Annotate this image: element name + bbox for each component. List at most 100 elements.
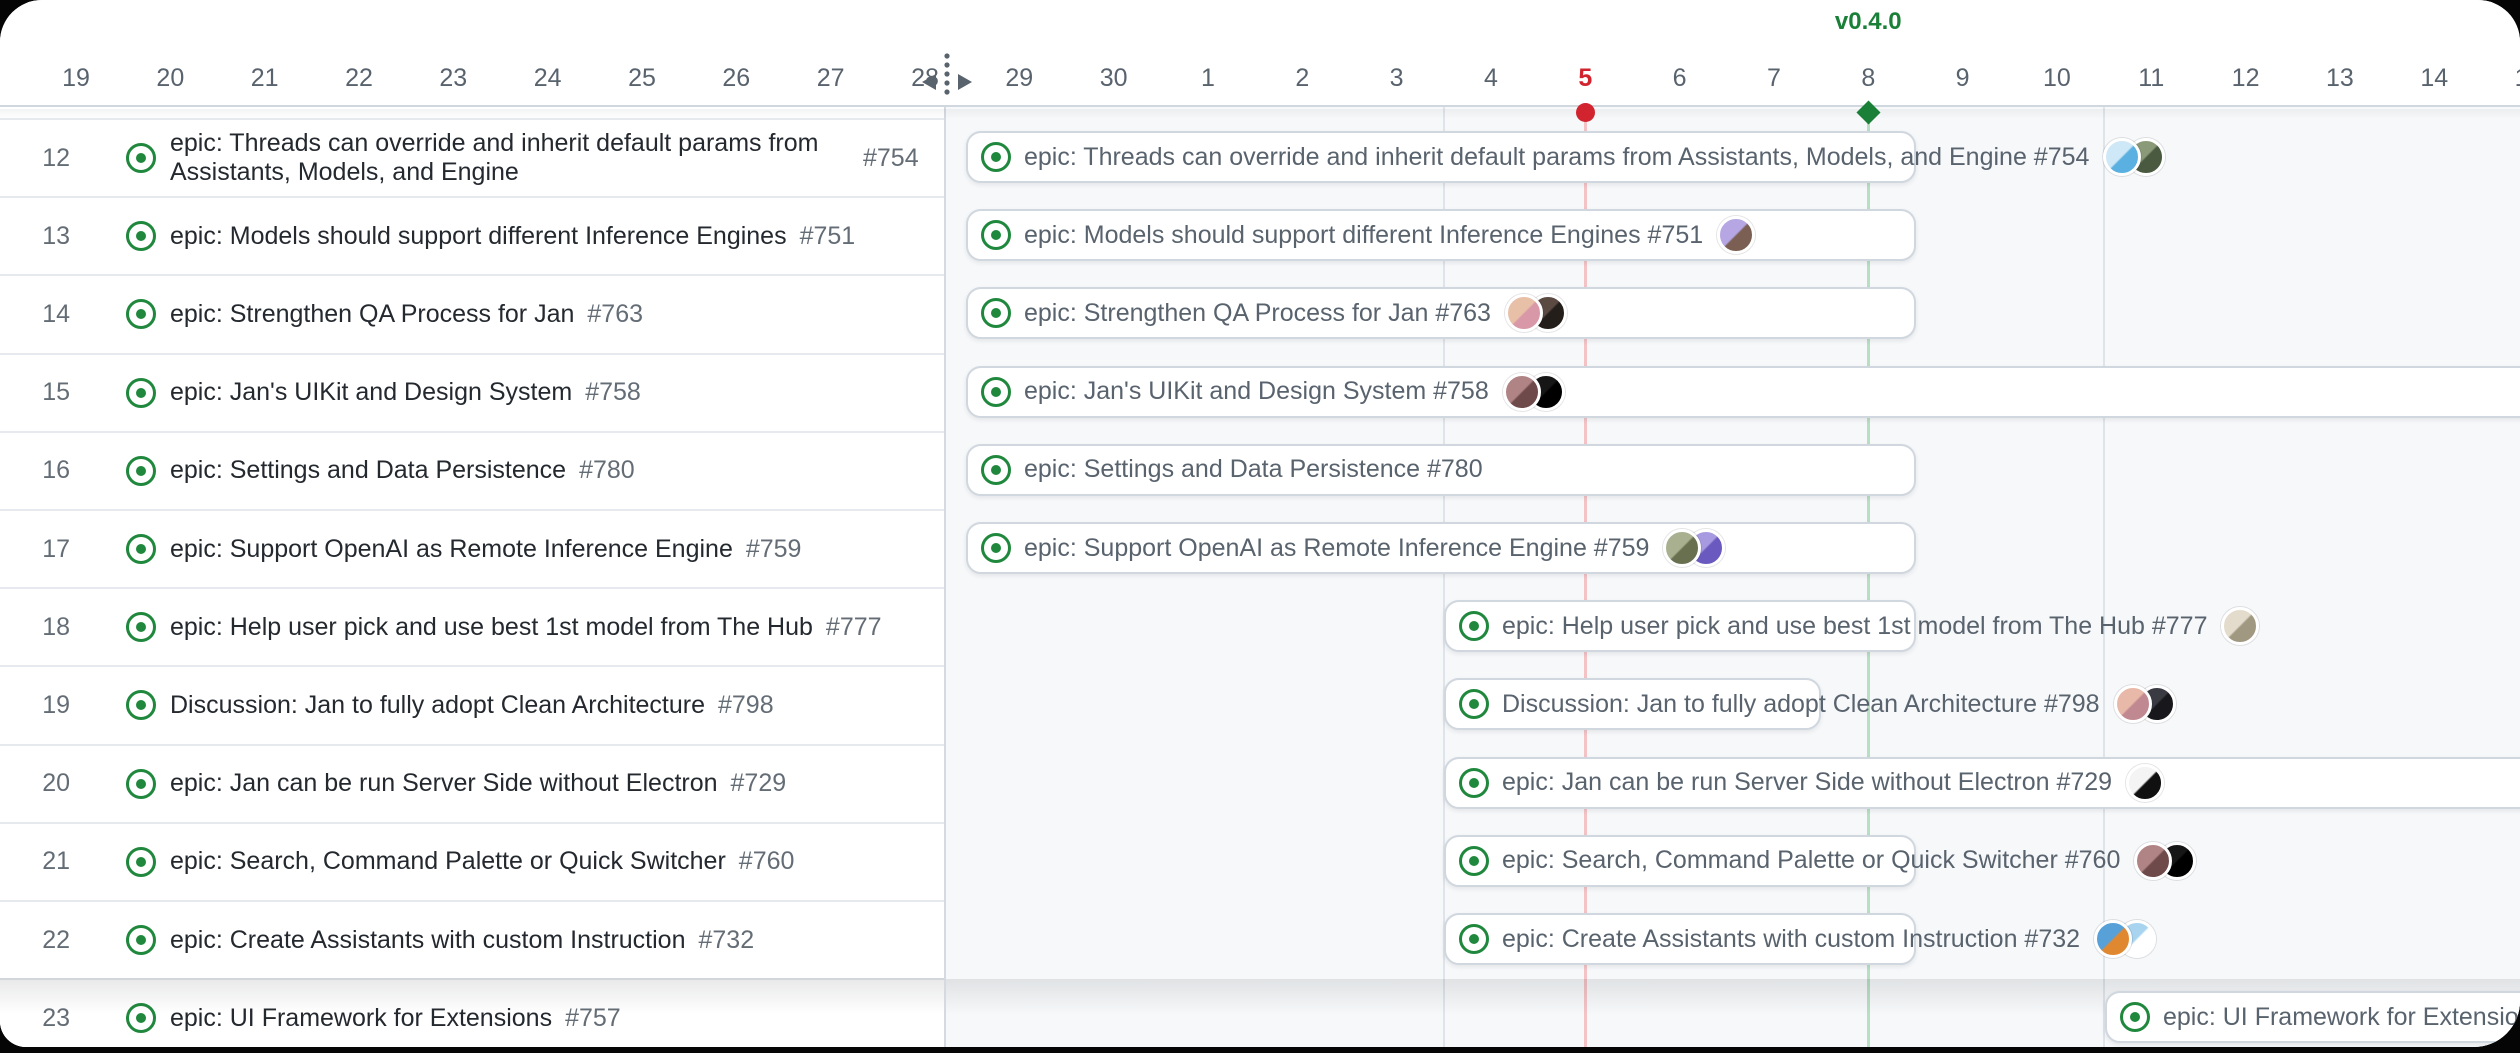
column-resize-handle-icon[interactable]	[912, 52, 982, 100]
date-label: 6	[1672, 64, 1687, 92]
open-issue-icon	[126, 534, 156, 565]
timeline-bar-content: epic: Jan can be run Server Side without…	[1459, 757, 2165, 809]
timeline-bar-content: epic: Jan's UIKit and Design System #758	[981, 366, 1565, 418]
table-row[interactable]: 23 epic: UI Framework for Extensions #757	[0, 978, 946, 1047]
timeline-bar-content: epic: Models should support different In…	[981, 209, 1756, 261]
timeline-bar[interactable]	[966, 522, 1916, 574]
timeline-bar-title: epic: Settings and Data Persistence #780	[1024, 455, 1483, 484]
timeline-bar[interactable]	[1444, 600, 1916, 653]
row-number: 14	[42, 299, 70, 328]
table-row[interactable]: 19 Discussion: Jan to fully adopt Clean A…	[0, 665, 946, 744]
table-row[interactable]: 20 epic: Jan can be run Server Side witho…	[0, 743, 946, 822]
week-gridline	[2103, 107, 2106, 1047]
issue-title[interactable]: epic: Search, Command Palette or Quick S…	[170, 847, 726, 876]
timeline-bar[interactable]	[966, 131, 1916, 183]
avatar-pixel-blue	[2103, 138, 2142, 176]
avatar-cat-photo	[1663, 529, 1702, 567]
avatar-cartoon	[2113, 685, 2152, 724]
table-row[interactable]: 13 epic: Models should support different …	[0, 196, 946, 275]
open-issue-icon	[981, 376, 1011, 407]
open-issue-icon	[981, 142, 1011, 172]
issue-title[interactable]: epic: Strengthen QA Process for Jan	[170, 299, 575, 328]
issue-title[interactable]: epic: Models should support different In…	[170, 221, 787, 250]
timeline-bar-content: Discussion: Jan to fully adopt Clean Arc…	[1459, 678, 2176, 730]
timeline-bar[interactable]	[966, 287, 1916, 340]
table-row[interactable]: 17 epic: Support OpenAI as Remote Inferen…	[0, 509, 946, 588]
issue-title[interactable]: Discussion: Jan to fully adopt Clean Arc…	[170, 690, 705, 719]
date-label: 23	[439, 64, 468, 92]
timeline-bar-title: Discussion: Jan to fully adopt Clean Arc…	[1502, 689, 2100, 718]
avatar-stack	[2126, 763, 2165, 802]
issue-number: #759	[745, 534, 802, 563]
date-label: 9	[1955, 64, 1970, 92]
date-label: 29	[1005, 64, 1034, 92]
timeline-bar[interactable]	[966, 209, 1916, 262]
table-row[interactable]: 15 epic: Jan's UIKit and Design System #75…	[0, 352, 946, 431]
issue-title[interactable]: epic: UI Framework for Extensions	[170, 1003, 553, 1032]
open-issue-icon	[126, 377, 156, 408]
avatar-logo-script	[2126, 763, 2165, 802]
issue-title[interactable]: epic: Threads can override and inherit d…	[170, 129, 819, 187]
issue-title[interactable]: epic: Jan's UIKit and Design System	[170, 378, 573, 407]
issue-title[interactable]: epic: Help user pick and use best 1st mo…	[170, 612, 813, 641]
timeline-bar-title: epic: Strengthen QA Process for Jan #763	[1024, 298, 1491, 327]
table-row[interactable]: 22 epic: Create Assistants with custom In…	[0, 900, 946, 979]
open-issue-icon	[126, 925, 156, 956]
issue-title[interactable]: epic: Settings and Data Persistence	[170, 456, 567, 485]
timeline-bar[interactable]	[1444, 678, 1821, 731]
avatar-cartoon	[1504, 294, 1543, 333]
timeline-bar[interactable]	[966, 443, 1916, 496]
issue-number: #763	[587, 299, 644, 328]
issue-title[interactable]: epic: Create Assistants with custom Inst…	[170, 925, 686, 954]
date-label: 14	[2420, 64, 2449, 92]
timeline-bar-title: epic: Jan can be run Server Side without…	[1502, 768, 2113, 797]
open-issue-icon	[126, 768, 156, 799]
avatar-stack	[1502, 372, 1565, 411]
avatar-person-purple	[1717, 216, 1756, 255]
issue-number: #798	[718, 690, 774, 719]
open-issue-icon	[126, 846, 156, 877]
issue-number: #757	[565, 1003, 621, 1032]
date-label: 20	[156, 64, 185, 92]
avatar-stack	[2221, 607, 2260, 646]
issues-table-panel: 12 epic: Threads can override and inherit…	[0, 107, 946, 1047]
table-row[interactable]: 12 epic: Threads can override and inherit…	[0, 118, 946, 197]
issue-title[interactable]: epic: Support OpenAI as Remote Inference…	[170, 534, 733, 563]
avatar-eye-pink	[2134, 841, 2173, 880]
date-label: 1	[1201, 64, 1215, 92]
timeline-bar[interactable]	[1444, 834, 1916, 887]
timeline-bar[interactable]	[1444, 756, 2520, 809]
timeline-bar-title: epic: Create Assistants with custom Inst…	[1502, 924, 2081, 953]
open-issue-icon	[1459, 767, 1489, 798]
avatar-stack	[1504, 294, 1567, 333]
row-number: 13	[42, 221, 70, 250]
timeline-bar[interactable]	[966, 365, 2520, 418]
table-row[interactable]: 18 epic: Help user pick and use best 1st …	[0, 587, 946, 666]
issue-title[interactable]: epic: Jan can be run Server Side without…	[170, 769, 718, 798]
timeline-bar-title: epic: Help user pick and use best 1st mo…	[1502, 611, 2208, 640]
open-issue-icon	[2120, 1002, 2150, 1033]
date-label: 22	[345, 64, 373, 92]
table-row[interactable]: 14 epic: Strengthen QA Process for Jan #76…	[0, 274, 946, 353]
date-label-today: 5	[1578, 64, 1593, 92]
issue-number: #777	[825, 612, 882, 641]
timeline-bar[interactable]	[1444, 913, 1916, 965]
date-label: 25	[628, 64, 656, 92]
issue-number: #732	[698, 925, 755, 954]
open-issue-icon	[126, 143, 156, 174]
row-number: 22	[42, 925, 70, 954]
timeline-bar-content: epic: Settings and Data Persistence #780	[981, 444, 1483, 496]
avatar-stack	[2094, 920, 2157, 958]
table-row[interactable]: 21 epic: Search, Command Palette or Quick…	[0, 821, 946, 900]
timeline-bar[interactable]	[2105, 991, 2520, 1044]
panel-resize-divider[interactable]	[944, 107, 946, 1047]
table-row[interactable]: 16 epic: Settings and Data Persistence #78…	[0, 430, 946, 509]
avatar-stack	[2134, 841, 2197, 880]
row-number: 21	[42, 847, 70, 876]
date-label: 27	[816, 64, 845, 92]
open-issue-icon	[981, 298, 1011, 329]
open-issue-icon	[126, 1003, 156, 1034]
open-issue-icon	[981, 454, 1011, 485]
row-number: 15	[42, 378, 70, 407]
date-label: 13	[2326, 64, 2354, 92]
